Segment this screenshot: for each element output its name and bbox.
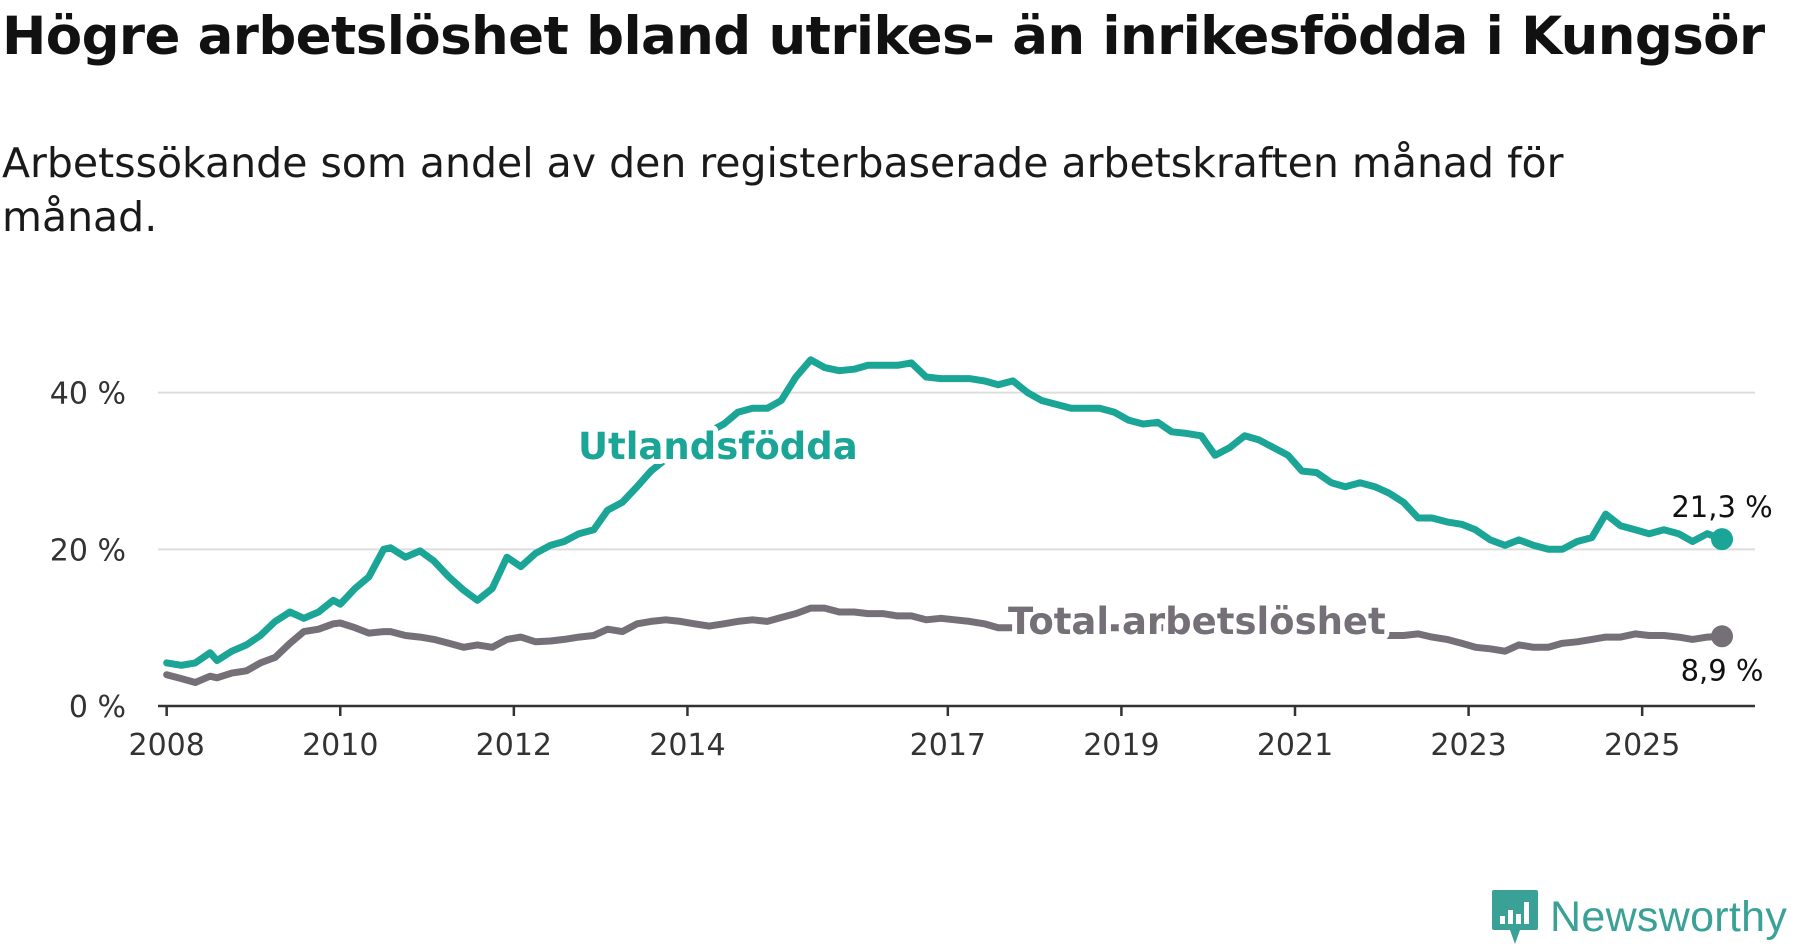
x-tick-label: 2019 — [1083, 728, 1159, 763]
x-tick-label: 2010 — [302, 728, 378, 763]
x-tick-label: 2014 — [649, 728, 725, 763]
chart-subtitle: Arbetssökande som andel av den registerb… — [2, 139, 1564, 241]
x-tick-label: 2008 — [128, 728, 204, 763]
y-tick-label: 40 % — [50, 377, 126, 412]
end-point-total — [1711, 625, 1734, 648]
x-tick-label: 2023 — [1430, 728, 1506, 763]
x-tick-label: 2012 — [476, 728, 552, 763]
grid-lines — [158, 391, 1755, 551]
end-point-utlandsfodda — [1711, 528, 1734, 551]
newsworthy-logo[interactable]: Newsworthy — [1490, 888, 1787, 946]
y-tick-label: 20 % — [50, 533, 126, 568]
x-tick-label: 2017 — [910, 728, 986, 763]
series-label-utlandsfodda: Utlandsfödda — [578, 425, 858, 468]
x-tick-label: 2021 — [1257, 728, 1333, 763]
axes: 0 % 20 % 40 % 2008 2010 2012 2014 2017 2019 2021 2… — [50, 377, 1755, 763]
end-value-label-total: 8,9 % — [1681, 653, 1764, 687]
series-line-utlandsfodda — [163, 356, 1726, 669]
series-lines — [163, 356, 1734, 686]
series-label-total: Total arbetslöshet — [1008, 600, 1386, 643]
series-labels: 8,9 % 21,3 % Utlandsfödda Total arbetslöshe… — [573, 420, 1773, 687]
y-tick-label: 0 % — [69, 690, 126, 725]
end-value-label-utlandsfodda: 21,3 % — [1671, 490, 1772, 524]
x-tick-label: 2025 — [1604, 728, 1680, 763]
series-line-total — [163, 604, 1726, 686]
newsworthy-logo-icon — [1492, 890, 1538, 944]
logo-text: Newsworthy — [1550, 892, 1788, 941]
chart-title: Högre arbetslöshet bland utrikes- än inr… — [2, 6, 1765, 67]
